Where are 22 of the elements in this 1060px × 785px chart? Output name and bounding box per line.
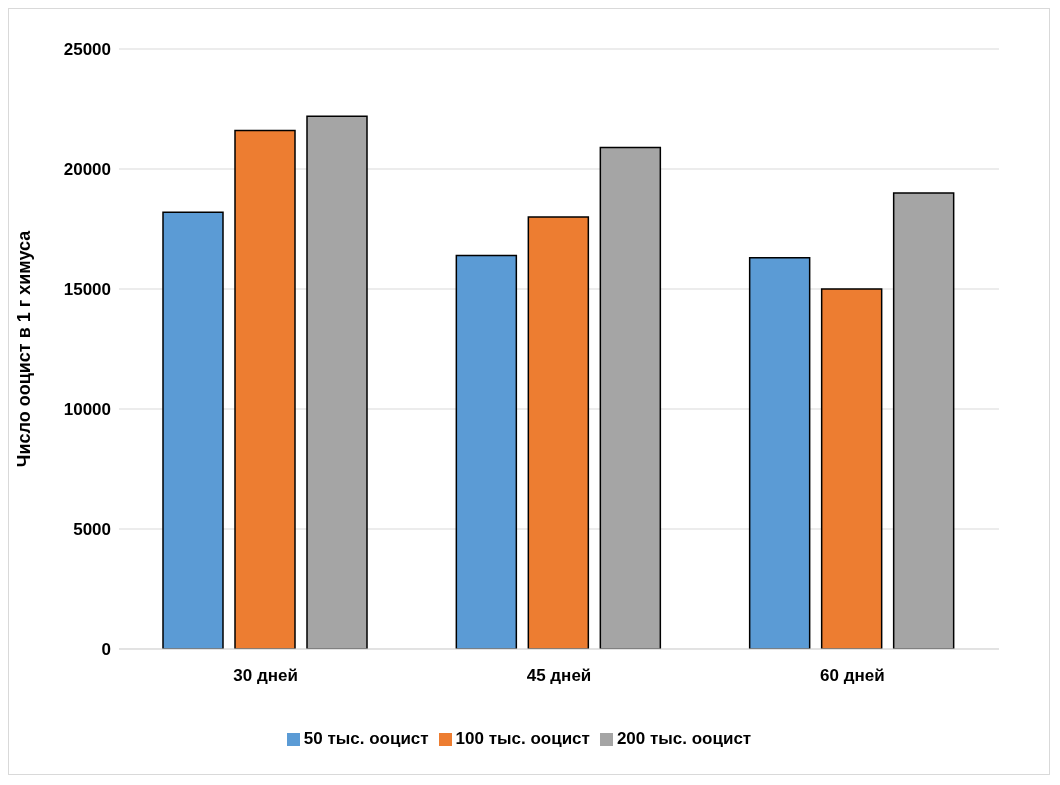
bar (820, 288, 883, 649)
y-tick-label: 5000 (73, 520, 111, 540)
x-tick-label: 30 дней (233, 666, 298, 686)
y-tick-label: 25000 (63, 40, 111, 60)
bar (748, 257, 811, 649)
bar (892, 192, 955, 649)
legend-label: 100 тыс. ооцист (455, 729, 590, 748)
bar (599, 146, 662, 649)
bar (306, 115, 368, 649)
legend-label: 50 тыс. ооцист (303, 729, 429, 748)
bar (527, 216, 590, 649)
bar (162, 211, 224, 649)
y-tick-label: 0 (101, 640, 111, 660)
y-tick-label: 10000 (63, 400, 111, 420)
bar (455, 254, 518, 649)
x-tick-label: 45 дней (526, 666, 592, 686)
x-tick-label: 60 дней (820, 666, 885, 686)
y-tick-label: 20000 (63, 160, 111, 180)
y-axis-title: Число ооцист в 1 г химуса (14, 229, 35, 468)
y-tick-label: 15000 (63, 280, 111, 300)
legend-label: 200 тыс. ооцист (616, 729, 752, 748)
bar (234, 129, 296, 649)
